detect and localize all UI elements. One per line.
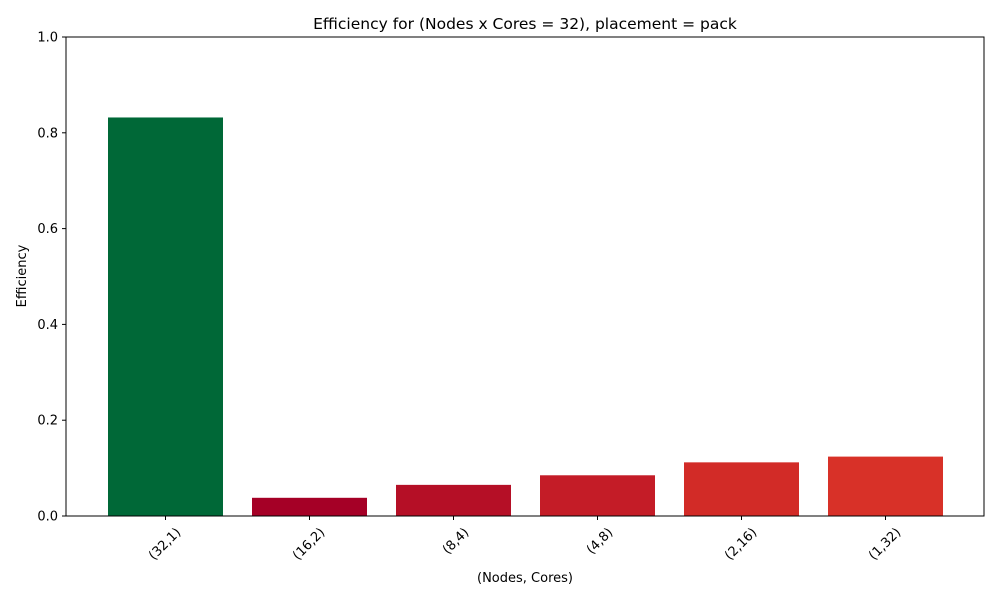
y-tick-label: 1.0 — [37, 31, 58, 46]
y-axis: 0.0 0.2 0.4 0.6 0.8 1.0 — [37, 31, 66, 525]
x-tick-label: (2,16) — [722, 525, 760, 563]
y-tick-label: 0.0 — [37, 510, 58, 525]
y-tick-label: 0.8 — [37, 126, 58, 141]
chart-title: Efficiency for (Nodes x Cores = 32), pla… — [313, 15, 737, 33]
y-tick-label: 0.4 — [37, 318, 58, 333]
y-tick-label: 0.2 — [37, 414, 58, 429]
bar — [108, 117, 223, 517]
x-tick-label: (16,2) — [290, 525, 328, 563]
plot-frame — [65, 36, 985, 517]
bar — [684, 462, 799, 516]
y-axis-label: Efficiency — [15, 244, 30, 307]
x-axis-label: (Nodes, Cores) — [477, 571, 573, 586]
x-tick-label: (32,1) — [146, 525, 184, 563]
bar — [540, 475, 655, 516]
bar — [396, 484, 511, 516]
bar — [828, 456, 943, 516]
bar — [252, 497, 367, 516]
y-tick-label: 0.6 — [37, 222, 58, 237]
x-tick-label: (8,4) — [440, 525, 472, 557]
x-tick-label: (4,8) — [584, 525, 616, 557]
bars-group — [108, 117, 943, 517]
x-tick-label: (1,32) — [866, 525, 904, 563]
x-axis: (32,1) (16,2) (8,4) (4,8) (2,16) (1,32) — [146, 516, 904, 563]
